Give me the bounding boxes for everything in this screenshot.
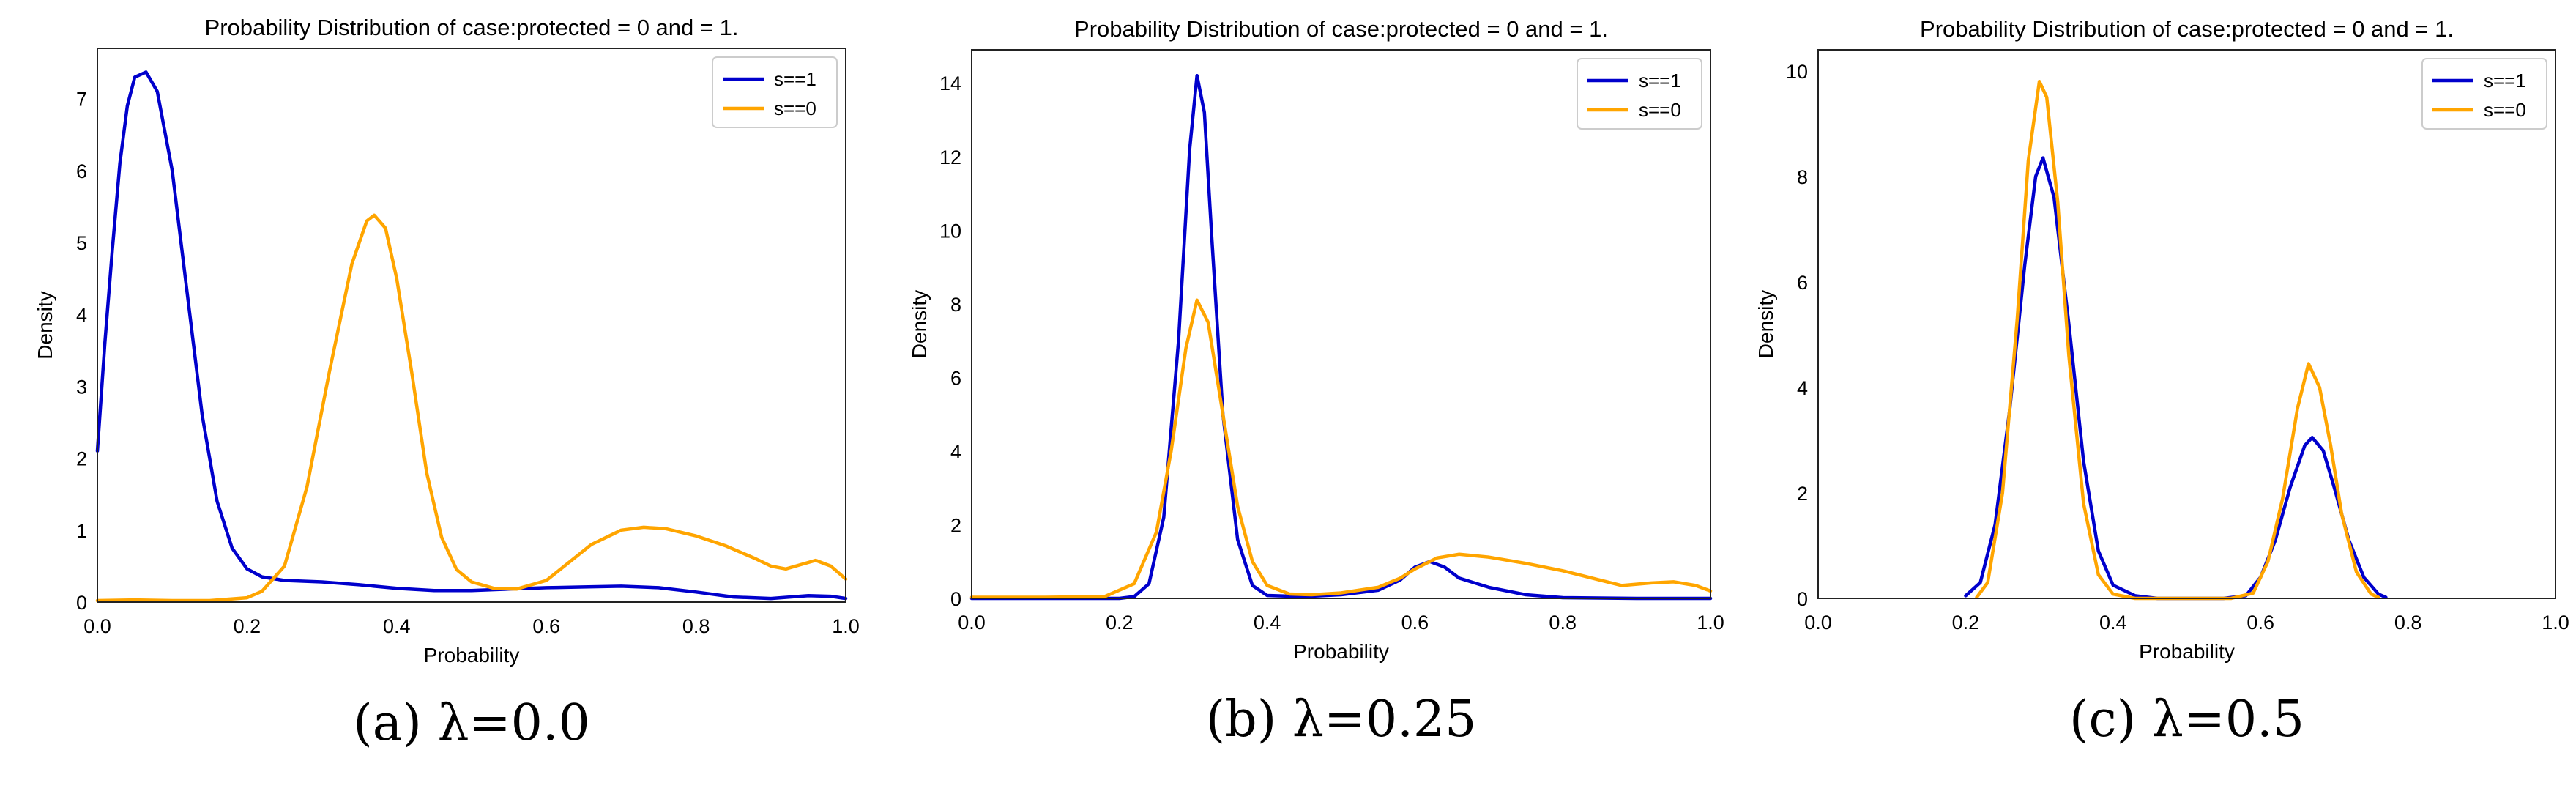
x-tick-label: 0.0	[958, 612, 986, 634]
y-tick-label: 2	[1797, 483, 1808, 505]
y-tick-label: 8	[1797, 166, 1808, 188]
x-tick-label: 0.8	[2394, 612, 2422, 634]
y-tick-label: 12	[939, 146, 961, 168]
chart-title: Probability Distribution of case:protect…	[205, 15, 739, 40]
x-tick-label: 0.0	[83, 615, 111, 637]
x-tick-label: 0.8	[682, 615, 710, 637]
legend-label: s==1	[1639, 70, 1681, 92]
legend-label: s==0	[2484, 99, 2526, 121]
y-tick-label: 8	[950, 294, 961, 316]
legend-label: s==1	[2484, 70, 2526, 92]
plot-frame	[1817, 49, 2556, 599]
y-tick-label: 4	[950, 441, 961, 463]
y-tick-label: 10	[1786, 61, 1808, 83]
x-tick-label: 1.0	[2542, 612, 2569, 634]
y-tick-label: 0	[1797, 588, 1808, 610]
y-tick-label: 0	[950, 588, 961, 610]
x-tick-label: 0.6	[1401, 612, 1429, 634]
plot-frame	[971, 49, 1711, 599]
caption-b: (b) λ=0.25	[1206, 691, 1477, 749]
y-tick-label: 7	[76, 89, 87, 111]
legend-label: s==0	[1639, 99, 1681, 121]
series-line-seqeq1	[95, 70, 848, 601]
x-tick-label: 0.2	[234, 615, 261, 637]
chart-panel-a: 0.0 0.2 0.4 0.6 0.8 1.0 0 1 2 3 4 5 6 7 Probability Di…	[34, 15, 860, 752]
series-line-seqeq0	[95, 213, 848, 603]
y-tick-label: 2	[76, 448, 87, 470]
chart-panel-c: 0.0 0.2 0.4 0.6 0.8 1.0 0 2 4 6 8 10 Probability Dis…	[1754, 16, 2569, 749]
x-tick-label: 0.4	[1254, 612, 1281, 634]
plot-frame	[97, 48, 846, 603]
x-tick-label: 0.6	[532, 615, 560, 637]
y-tick-label: 14	[939, 73, 961, 94]
y-tick-label: 5	[76, 232, 87, 254]
y-tick-label: 10	[939, 220, 961, 242]
y-tick-label: 2	[950, 514, 961, 536]
y-tick-label: 3	[76, 376, 87, 398]
y-axis-label: Density	[34, 291, 56, 359]
series-line-seqeq0	[1975, 79, 2380, 601]
y-tick-label: 6	[1797, 272, 1808, 294]
y-tick-label: 4	[76, 304, 87, 326]
x-tick-label: 0.4	[383, 615, 411, 637]
x-tick-label: 0.8	[1549, 612, 1577, 634]
x-tick-label: 0.2	[1106, 612, 1133, 634]
y-tick-label: 6	[950, 367, 961, 389]
y-axis-label: Density	[908, 290, 931, 358]
caption-c: (c) λ=0.5	[2069, 691, 2304, 749]
y-axis-label: Density	[1754, 290, 1777, 358]
chart-panel-b: 0.0 0.2 0.4 0.6 0.8 1.0 0 2 4 6 8 10 12 14 Probability…	[908, 16, 1724, 749]
x-tick-label: 0.6	[2246, 612, 2274, 634]
x-tick-label: 0.2	[1952, 612, 1980, 634]
x-tick-label: 1.0	[832, 615, 860, 637]
legend-label: s==0	[774, 97, 816, 119]
legend: s==1 s==0	[2421, 58, 2547, 130]
y-tick-label: 6	[76, 160, 87, 182]
series-line-seqeq1	[969, 73, 1713, 601]
x-axis-label: Probability	[1293, 640, 1389, 663]
chart-title: Probability Distribution of case:protect…	[1920, 16, 2454, 42]
caption-a: (a) λ=0.0	[353, 694, 589, 752]
legend: s==1 s==0	[712, 56, 838, 128]
chart-title: Probability Distribution of case:protect…	[1074, 16, 1608, 42]
x-axis-label: Probability	[424, 644, 520, 667]
legend-label: s==1	[774, 68, 816, 90]
y-tick-label: 1	[76, 520, 87, 542]
y-tick-label: 4	[1797, 377, 1808, 399]
y-tick-label: 0	[76, 592, 87, 614]
legend: s==1 s==0	[1577, 58, 1702, 130]
x-tick-label: 0.0	[1804, 612, 1832, 634]
series-line-seqeq0	[969, 298, 1713, 599]
x-tick-label: 0.4	[2099, 612, 2127, 634]
series-line-seqeq1	[1964, 156, 2388, 601]
x-axis-label: Probability	[2139, 640, 2235, 663]
x-tick-label: 1.0	[1697, 612, 1724, 634]
